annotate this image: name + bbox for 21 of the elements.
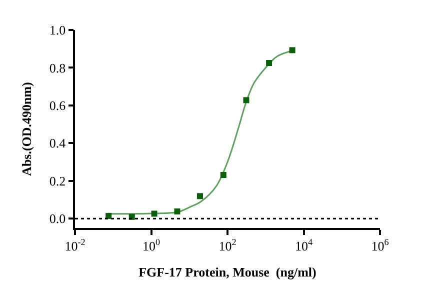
- x-tick-label: 10$^{-2}$: [64, 236, 86, 254]
- y-tick-label: 0.8: [49, 60, 66, 76]
- x-tick-label: 10$^{6}$: [371, 236, 390, 254]
- y-tick-label: 0.0: [49, 211, 66, 226]
- point: [106, 212, 112, 219]
- point: [151, 210, 158, 217]
- y-tick-label: 0.4: [49, 136, 66, 151]
- y-tick-label: 0.6: [49, 98, 66, 113]
- y-axis-title: Abs.(OD.490nm): [18, 82, 34, 176]
- x-tick-label: 10$^{2}$: [218, 236, 237, 254]
- point: [197, 193, 203, 200]
- point: [220, 172, 226, 178]
- y-tick-label: 1.0: [49, 22, 66, 38]
- point: [289, 47, 296, 54]
- point: [174, 208, 180, 214]
- x-axis-title: FGF-17 Protein, Mouse (ng/ml): [138, 264, 316, 280]
- x-tick-label: 10$^{4}$: [294, 236, 313, 254]
- point: [243, 97, 250, 104]
- x-tick-label: 10$^{0}$: [142, 236, 160, 254]
- point: [266, 60, 272, 66]
- y-tick-label: 0.2: [49, 173, 66, 188]
